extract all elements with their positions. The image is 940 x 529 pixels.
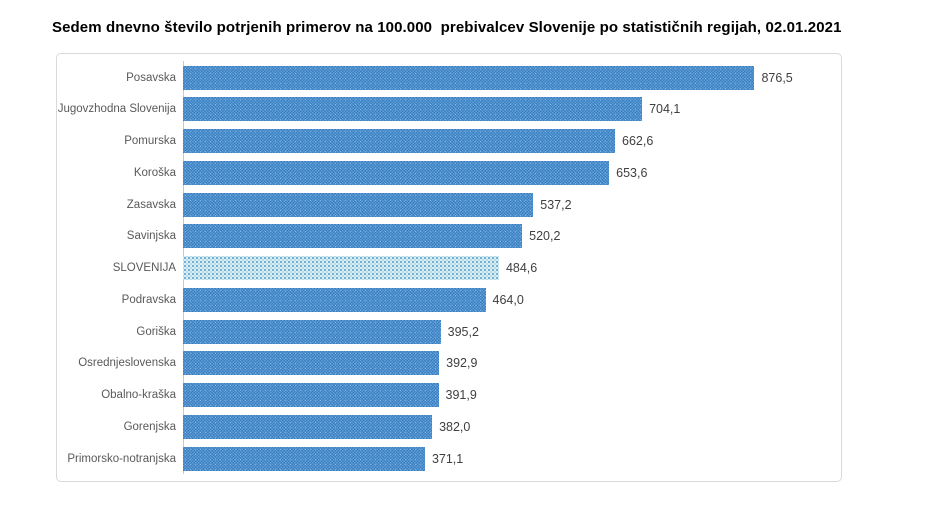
bar-row: Zasavska 537,2 [57, 189, 835, 220]
value-label: 662,6 [622, 134, 654, 148]
value-label: 382,0 [439, 419, 471, 434]
bar-row: Obalno-kraška 391,9 [57, 380, 835, 411]
category-label: Posavska [126, 71, 176, 84]
bar [183, 192, 534, 217]
bar-track: 395,2 [183, 319, 835, 344]
bar-track: 464,0 [183, 287, 835, 312]
bar-track: 392,9 [183, 351, 835, 376]
bar [183, 160, 610, 185]
bar [183, 446, 425, 471]
bar-row: Gorenjska 382,0 [57, 411, 835, 442]
bar-rows: Posavska 876,5 Jugovzhodna Slovenija 704,1 P… [57, 62, 835, 474]
value-label: 484,6 [505, 261, 538, 275]
bar [183, 287, 486, 312]
category-label: Goriška [136, 325, 176, 338]
value-label: 537,2 [540, 197, 572, 212]
value-label: 371,1 [431, 451, 464, 466]
bar [183, 414, 433, 439]
bar-highlight [183, 256, 499, 280]
bar [183, 129, 615, 153]
bar-row: Posavska 876,5 [57, 62, 835, 93]
value-label: 704,1 [649, 102, 681, 117]
category-label: Pomurska [124, 135, 176, 147]
category-label: Obalno-kraška [101, 389, 176, 401]
value-label: 464,0 [492, 292, 524, 307]
bar [183, 97, 643, 122]
value-label: 876,5 [761, 70, 793, 85]
bar-row: Primorsko-notranjska 371,1 [57, 443, 835, 474]
bar-row: Goriška 395,2 [57, 316, 835, 347]
bar [183, 224, 523, 249]
bar-row: Podravska 464,0 [57, 284, 835, 315]
bar-row: Savinjska 520,2 [57, 221, 835, 252]
category-label: Koroška [133, 166, 176, 179]
category-label: Podravska [121, 293, 176, 306]
chart-title: Sedem dnevno število potrjenih primerov … [52, 19, 842, 36]
bar-track: 537,2 [183, 192, 835, 217]
bar-row: SLOVENIJA 484,6 [57, 253, 835, 284]
bar-track: 662,6 [183, 129, 835, 153]
bar [183, 351, 440, 376]
bar-track: 391,9 [183, 383, 835, 407]
bar [183, 65, 755, 90]
bar [183, 383, 439, 407]
value-label: 653,6 [616, 165, 648, 180]
bar-track: 704,1 [183, 97, 835, 122]
bar-track: 876,5 [183, 65, 835, 90]
bar [183, 319, 441, 344]
bar-track: 520,2 [183, 224, 835, 249]
category-label: Zasavska [126, 198, 176, 211]
category-label: Savinjska [126, 230, 176, 243]
category-label: Jugovzhodna Slovenija [57, 103, 176, 116]
value-label: 392,9 [446, 356, 478, 371]
value-label: 391,9 [445, 388, 477, 402]
bar-row: Pomurska 662,6 [57, 126, 835, 157]
category-label: Osrednjeslovenska [78, 357, 176, 370]
plot-area: Posavska 876,5 Jugovzhodna Slovenija 704,1 P… [56, 53, 842, 482]
category-label: Gorenjska [123, 420, 176, 433]
bar-row: Osrednjeslovenska 392,9 [57, 348, 835, 379]
value-label: 520,2 [529, 229, 561, 244]
value-label: 395,2 [447, 324, 479, 339]
category-label: Primorsko-notranjska [67, 452, 176, 465]
bar-track: 382,0 [183, 414, 835, 439]
bar-track: 653,6 [183, 160, 835, 185]
bar-row: Koroška 653,6 [57, 157, 835, 188]
bar-row: Jugovzhodna Slovenija 704,1 [57, 94, 835, 125]
bar-track: 484,6 [183, 256, 835, 280]
category-label: SLOVENIJA [112, 262, 176, 274]
bar-track: 371,1 [183, 446, 835, 471]
